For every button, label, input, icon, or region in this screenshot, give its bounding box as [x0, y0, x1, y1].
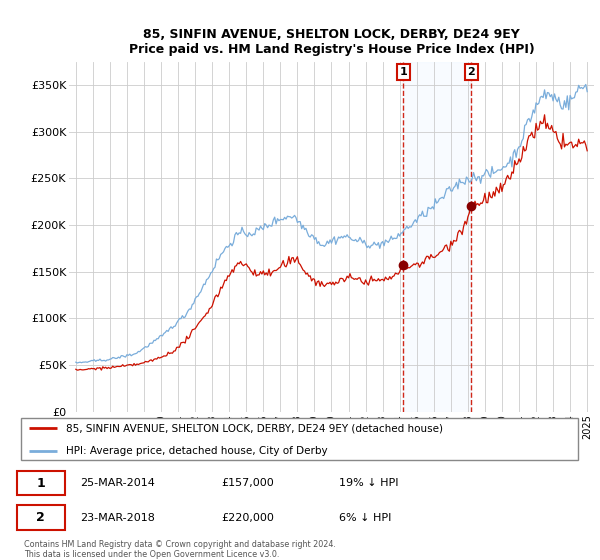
Text: 6% ↓ HPI: 6% ↓ HPI	[340, 512, 392, 522]
FancyBboxPatch shape	[17, 471, 65, 495]
Text: £157,000: £157,000	[221, 478, 274, 488]
FancyBboxPatch shape	[17, 505, 65, 530]
Text: 85, SINFIN AVENUE, SHELTON LOCK, DERBY, DE24 9EY (detached house): 85, SINFIN AVENUE, SHELTON LOCK, DERBY, …	[66, 423, 443, 433]
Text: 19% ↓ HPI: 19% ↓ HPI	[340, 478, 399, 488]
Text: Contains HM Land Registry data © Crown copyright and database right 2024.
This d: Contains HM Land Registry data © Crown c…	[23, 540, 335, 559]
Title: 85, SINFIN AVENUE, SHELTON LOCK, DERBY, DE24 9EY
Price paid vs. HM Land Registry: 85, SINFIN AVENUE, SHELTON LOCK, DERBY, …	[128, 28, 535, 56]
Text: 2: 2	[36, 511, 45, 524]
Text: 2: 2	[467, 67, 475, 77]
Text: 1: 1	[400, 67, 407, 77]
Text: 23-MAR-2018: 23-MAR-2018	[80, 512, 155, 522]
Text: 25-MAR-2014: 25-MAR-2014	[80, 478, 155, 488]
Text: HPI: Average price, detached house, City of Derby: HPI: Average price, detached house, City…	[66, 446, 328, 455]
Bar	[403, 62, 472, 412]
Text: £220,000: £220,000	[221, 512, 274, 522]
Text: 1: 1	[36, 477, 45, 489]
FancyBboxPatch shape	[21, 418, 578, 460]
